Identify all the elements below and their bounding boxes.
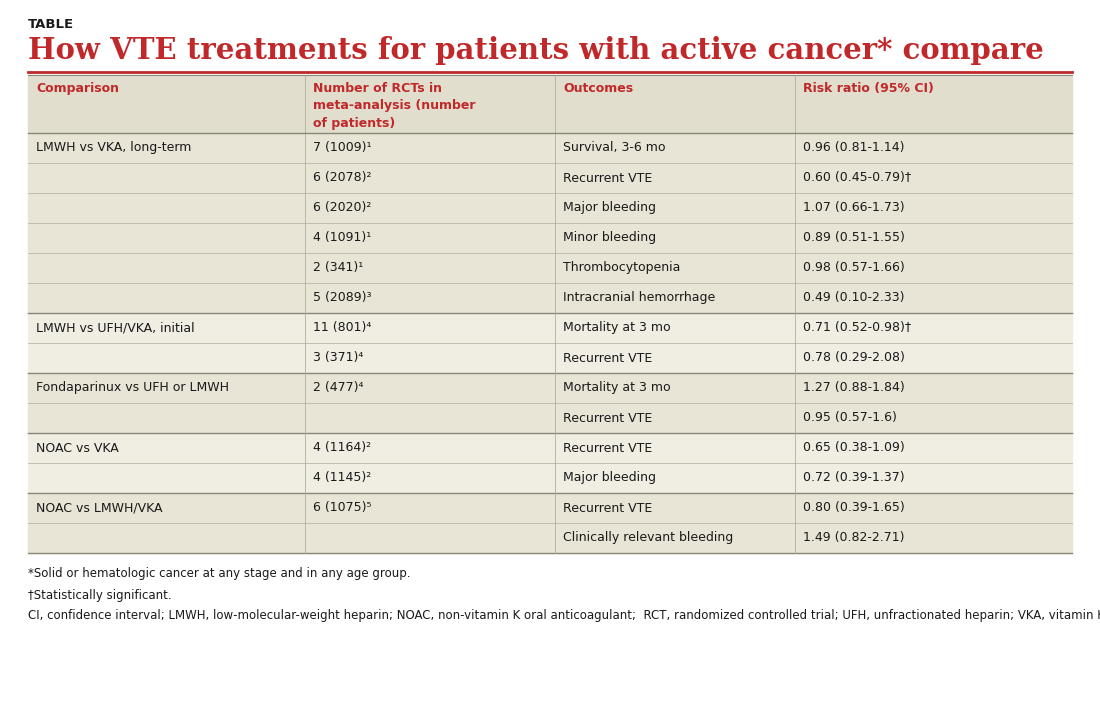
Text: Mortality at 3 mo: Mortality at 3 mo	[563, 321, 671, 335]
Text: 0.98 (0.57-1.66): 0.98 (0.57-1.66)	[803, 262, 905, 275]
Bar	[28, 283, 1072, 313]
Bar	[28, 163, 1072, 193]
Text: 0.78 (0.29-2.08): 0.78 (0.29-2.08)	[803, 351, 905, 364]
Text: Minor bleeding: Minor bleeding	[563, 232, 657, 244]
Text: †Statistically significant.: †Statistically significant.	[28, 589, 172, 602]
Bar	[28, 133, 1072, 163]
Bar	[28, 75, 1072, 133]
Bar	[28, 463, 1072, 493]
Text: 4 (1145)²: 4 (1145)²	[312, 472, 371, 485]
Text: 0.96 (0.81-1.14): 0.96 (0.81-1.14)	[803, 141, 905, 154]
Text: 4 (1091)¹: 4 (1091)¹	[312, 232, 371, 244]
Text: 5 (2089)³: 5 (2089)³	[312, 292, 371, 305]
Text: Major bleeding: Major bleeding	[563, 201, 657, 214]
Text: 0.80 (0.39-1.65): 0.80 (0.39-1.65)	[803, 501, 905, 515]
Bar	[28, 433, 1072, 463]
Text: 6 (1075)⁵: 6 (1075)⁵	[312, 501, 371, 515]
Text: Recurrent VTE: Recurrent VTE	[563, 351, 652, 364]
Text: 1.27 (0.88-1.84): 1.27 (0.88-1.84)	[803, 381, 905, 394]
Text: Major bleeding: Major bleeding	[563, 472, 657, 485]
Text: Comparison: Comparison	[36, 82, 119, 95]
Text: 2 (477)⁴: 2 (477)⁴	[312, 381, 363, 394]
Text: NOAC vs LMWH/VKA: NOAC vs LMWH/VKA	[36, 501, 163, 515]
Bar	[28, 223, 1072, 253]
Text: 0.72 (0.39-1.37): 0.72 (0.39-1.37)	[803, 472, 905, 485]
Text: Outcomes: Outcomes	[563, 82, 634, 95]
Text: Mortality at 3 mo: Mortality at 3 mo	[563, 381, 671, 394]
Text: Recurrent VTE: Recurrent VTE	[563, 442, 652, 455]
Text: 0.49 (0.10-2.33): 0.49 (0.10-2.33)	[803, 292, 905, 305]
Bar	[28, 493, 1072, 523]
Bar	[28, 373, 1072, 403]
Text: 1.49 (0.82-2.71): 1.49 (0.82-2.71)	[803, 531, 905, 544]
Text: 0.89 (0.51-1.55): 0.89 (0.51-1.55)	[803, 232, 905, 244]
Text: Recurrent VTE: Recurrent VTE	[563, 501, 652, 515]
Text: 0.60 (0.45-0.79)†: 0.60 (0.45-0.79)†	[803, 171, 912, 184]
Bar	[28, 523, 1072, 553]
Text: How VTE treatments for patients with active cancer* compare: How VTE treatments for patients with act…	[28, 36, 1044, 65]
Text: 6 (2020)²: 6 (2020)²	[312, 201, 371, 214]
Text: Fondaparinux vs UFH or LMWH: Fondaparinux vs UFH or LMWH	[36, 381, 229, 394]
Text: LMWH vs VKA, long-term: LMWH vs VKA, long-term	[36, 141, 191, 154]
Text: TABLE: TABLE	[28, 18, 74, 31]
Text: Clinically relevant bleeding: Clinically relevant bleeding	[563, 531, 734, 544]
Text: 0.65 (0.38-1.09): 0.65 (0.38-1.09)	[803, 442, 905, 455]
Text: 0.71 (0.52-0.98)†: 0.71 (0.52-0.98)†	[803, 321, 912, 335]
Bar	[28, 403, 1072, 433]
Text: 4 (1164)²: 4 (1164)²	[312, 442, 371, 455]
Text: Thrombocytopenia: Thrombocytopenia	[563, 262, 681, 275]
Text: CI, confidence interval; LMWH, low-molecular-weight heparin; NOAC, non-vitamin K: CI, confidence interval; LMWH, low-molec…	[28, 609, 1100, 622]
Text: 3 (371)⁴: 3 (371)⁴	[312, 351, 363, 364]
Text: 11 (801)⁴: 11 (801)⁴	[312, 321, 371, 335]
Text: NOAC vs VKA: NOAC vs VKA	[36, 442, 119, 455]
Text: 0.95 (0.57-1.6): 0.95 (0.57-1.6)	[803, 412, 898, 424]
Text: 7 (1009)¹: 7 (1009)¹	[312, 141, 371, 154]
Text: Survival, 3-6 mo: Survival, 3-6 mo	[563, 141, 666, 154]
Text: Recurrent VTE: Recurrent VTE	[563, 171, 652, 184]
Text: Intracranial hemorrhage: Intracranial hemorrhage	[563, 292, 715, 305]
Text: 2 (341)¹: 2 (341)¹	[312, 262, 363, 275]
Bar	[28, 253, 1072, 283]
Bar	[28, 343, 1072, 373]
Text: Number of RCTs in
meta-analysis (number
of patients): Number of RCTs in meta-analysis (number …	[312, 82, 475, 130]
Text: *Solid or hematologic cancer at any stage and in any age group.: *Solid or hematologic cancer at any stag…	[28, 567, 410, 580]
Bar	[28, 193, 1072, 223]
Text: 1.07 (0.66-1.73): 1.07 (0.66-1.73)	[803, 201, 905, 214]
Text: Recurrent VTE: Recurrent VTE	[563, 412, 652, 424]
Text: Risk ratio (95% CI): Risk ratio (95% CI)	[803, 82, 934, 95]
Text: 6 (2078)²: 6 (2078)²	[312, 171, 371, 184]
Text: LMWH vs UFH/VKA, initial: LMWH vs UFH/VKA, initial	[36, 321, 195, 335]
Bar	[28, 313, 1072, 343]
